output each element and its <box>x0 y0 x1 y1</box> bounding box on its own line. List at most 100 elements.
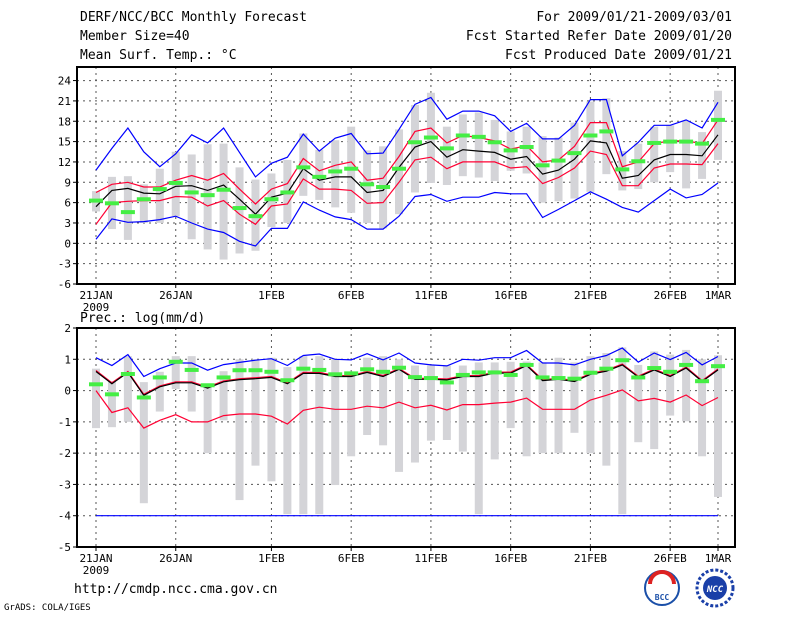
y-tick-label: -1 <box>58 416 71 429</box>
ensemble-range-bar <box>395 359 404 472</box>
ensemble-range-bar <box>363 150 372 223</box>
ensemble-range-bar <box>570 362 579 433</box>
variable-label: Mean Surf. Temp.: °C <box>80 48 237 63</box>
ensemble-range-bar <box>714 355 722 497</box>
ensemble-range-bar <box>634 143 643 190</box>
observation-mark <box>695 379 710 384</box>
observation-mark <box>455 133 470 138</box>
x-tick-label: 21FEB <box>574 289 607 302</box>
observation-mark <box>184 190 199 195</box>
x-tick-label: 11FEB <box>414 289 447 302</box>
observation-mark <box>567 376 582 381</box>
observation-mark <box>104 201 119 206</box>
ensemble-range-bar <box>490 119 499 181</box>
observation-mark <box>535 163 550 168</box>
observation-mark <box>663 369 678 374</box>
ensemble-range-bar <box>410 365 419 463</box>
observation-mark <box>679 139 694 144</box>
ensemble-range-bar <box>474 112 483 178</box>
observation-mark <box>200 193 215 198</box>
x-tick-label: 16FEB <box>494 289 527 302</box>
ensemble-range-bar <box>458 114 467 177</box>
x-tick-label: 6FEB <box>338 552 365 565</box>
observation-mark <box>615 358 630 363</box>
y-tick-label: -5 <box>58 541 71 554</box>
observation-mark <box>503 148 518 153</box>
ensemble-range-bar <box>171 356 180 390</box>
ensemble-range-bar <box>650 351 659 450</box>
observation-mark <box>136 197 151 202</box>
ensemble-range-bar <box>219 371 228 421</box>
ensemble-range-bar <box>554 357 563 454</box>
observation-mark <box>455 372 470 377</box>
series-mean <box>95 364 719 397</box>
ensemble-range-bar <box>331 140 340 208</box>
ensemble-range-bar <box>570 122 579 199</box>
ensemble-range-bar <box>426 365 435 441</box>
ensemble-range-bar <box>650 126 659 183</box>
series-mean <box>95 134 719 216</box>
produced-date: Fcst Produced Date 2009/01/21 <box>505 48 732 63</box>
svg-text:BCC: BCC <box>655 593 670 602</box>
x-tick-label: 1FEB <box>258 552 285 565</box>
ensemble-range-bar <box>315 149 324 200</box>
ensemble-range-bar <box>139 184 148 223</box>
series-mean-std <box>95 389 719 429</box>
observation-mark <box>599 129 614 134</box>
ensemble-range-bar <box>107 381 116 428</box>
observation-mark <box>296 165 311 170</box>
ensemble-range-bar <box>363 357 372 435</box>
ensemble-range-bar <box>251 359 260 466</box>
ensemble-range-bar <box>682 349 691 422</box>
ensemble-range-bar <box>235 359 244 501</box>
figure-title: DERF/NCC/BCC Monthly Forecast <box>80 10 307 25</box>
series-max <box>95 96 719 178</box>
observation-mark <box>599 366 614 371</box>
ensemble-range-bar <box>698 359 707 457</box>
observation-mark <box>232 206 247 211</box>
y-tick-label: -3 <box>58 478 71 491</box>
observation-mark <box>647 366 662 371</box>
x-tick-year: 2009 <box>83 301 110 314</box>
x-tick-label: 26JAN <box>159 552 192 565</box>
observation-mark <box>312 174 327 179</box>
ensemble-range-bar <box>522 361 531 457</box>
series-max <box>95 347 719 378</box>
x-tick-label: 1MAR <box>705 552 732 565</box>
observation-mark <box>360 367 375 372</box>
ensemble-range-bar <box>139 382 148 504</box>
observation-mark <box>120 371 135 376</box>
observation-mark <box>120 210 135 215</box>
y-tick-label: 3 <box>64 217 71 230</box>
observation-mark <box>280 190 295 195</box>
website-link[interactable]: http://cmdp.ncc.cma.gov.cn <box>74 582 278 597</box>
x-tick-label: 26FEB <box>654 552 687 565</box>
ensemble-range-bar <box>92 368 100 429</box>
ensemble-range-bar <box>586 101 595 192</box>
observation-mark <box>89 198 103 203</box>
observation-mark <box>376 185 391 190</box>
y-tick-label: 1 <box>64 353 71 366</box>
y-tick-label: 2 <box>64 322 71 335</box>
y-tick-label: 21 <box>58 95 71 108</box>
ensemble-range-bar <box>442 126 451 185</box>
observation-mark <box>328 169 343 174</box>
observation-mark <box>168 180 183 185</box>
observation-mark <box>264 369 279 374</box>
ensemble-range-bar <box>538 136 547 203</box>
ensemble-range-bar <box>442 365 451 441</box>
x-tick-label: 1FEB <box>258 289 285 302</box>
observation-mark <box>711 364 725 369</box>
ensemble-range-bar <box>267 357 276 482</box>
observation-mark <box>264 197 279 202</box>
observation-mark <box>471 370 486 375</box>
ensemble-range-bar <box>458 365 467 452</box>
ensemble-range-bar <box>235 167 244 254</box>
observation-mark <box>248 214 263 219</box>
x-tick-label: 1MAR <box>705 289 732 302</box>
ncc-logo: NCC <box>695 568 735 608</box>
x-tick-label: 21JAN <box>79 289 112 302</box>
plot-frame <box>76 327 736 548</box>
ensemble-range-bar <box>602 353 611 466</box>
